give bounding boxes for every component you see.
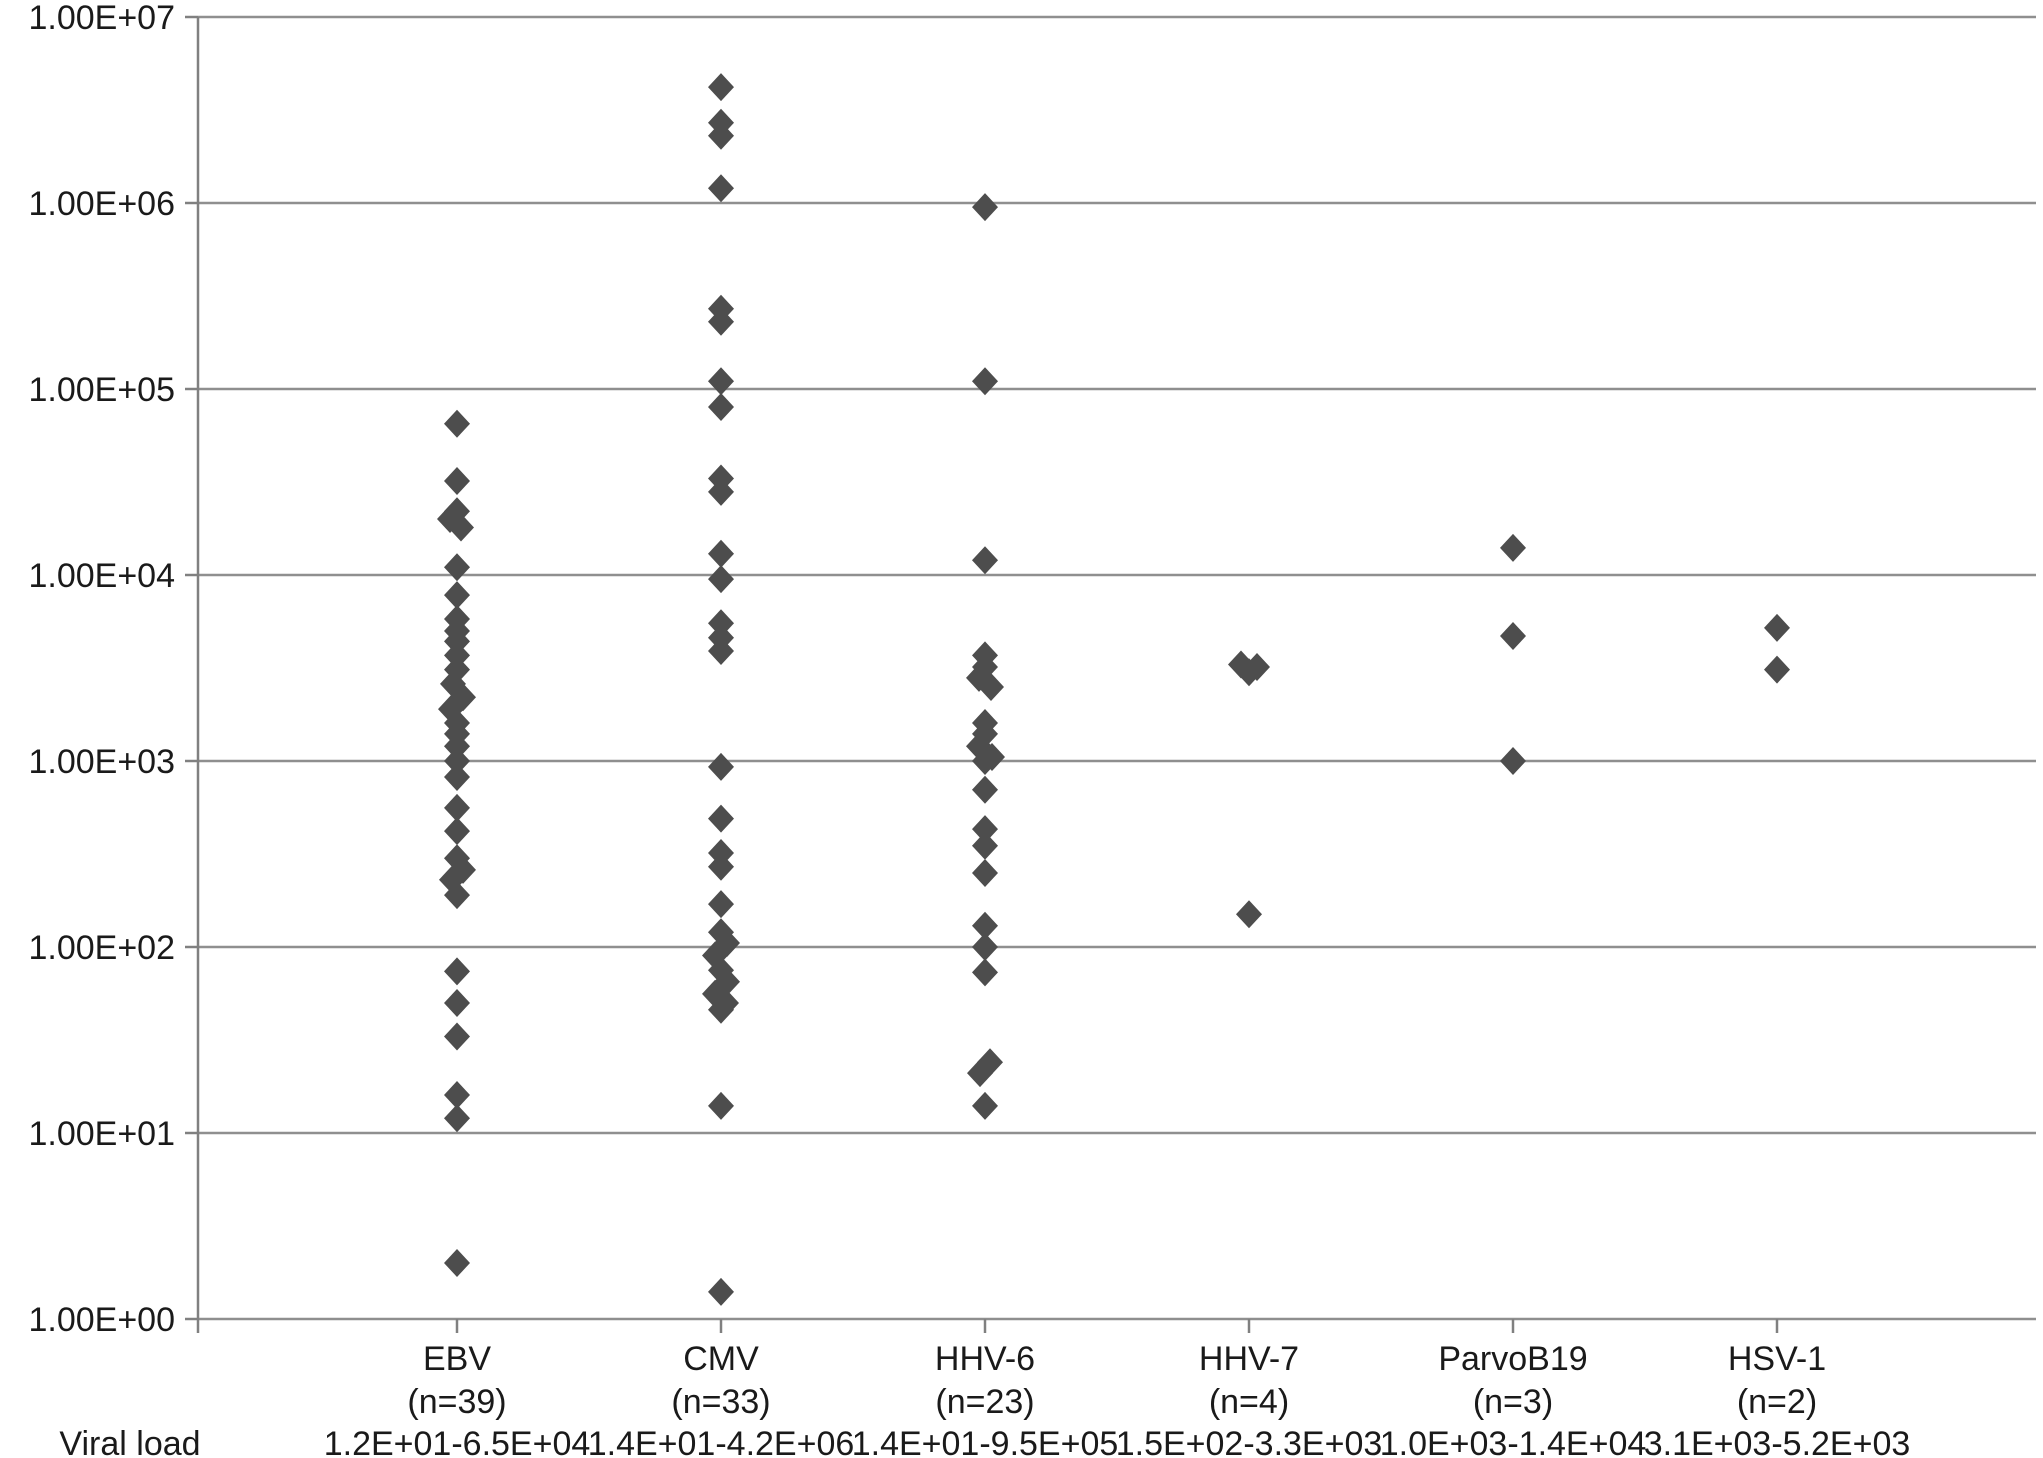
y-axis-tick-label: 1.00E+01 [28, 1115, 175, 1153]
data-point-diamond [1500, 533, 1526, 562]
data-point-diamond [444, 732, 470, 761]
data-point-diamond [444, 763, 470, 792]
data-point-diamond [972, 958, 998, 987]
data-point-diamond [708, 752, 734, 781]
y-axis-tick-label: 1.00E+04 [28, 557, 175, 595]
data-point-diamond [972, 933, 998, 961]
data-point-diamond [444, 553, 470, 582]
data-point-diamond [444, 467, 470, 496]
data-point-diamond [1764, 613, 1790, 642]
data-point-diamond [1500, 621, 1526, 650]
data-point-diamond [708, 393, 734, 422]
data-point-diamond [972, 193, 998, 222]
category-n-label: (n=3) [1473, 1383, 1553, 1421]
y-axis-tick-label: 1.00E+00 [28, 1301, 175, 1339]
data-point-diamond [708, 307, 734, 336]
category-name-label: ParvoB19 [1438, 1340, 1587, 1378]
category-name-label: EBV [423, 1340, 491, 1378]
data-point-diamond [708, 1091, 734, 1120]
category-name-label: HHV-7 [1199, 1340, 1299, 1378]
y-axis-tick-label: 1.00E+02 [28, 929, 175, 967]
data-point-diamond [708, 539, 734, 568]
data-point-diamond [444, 747, 470, 775]
data-point-diamond [708, 804, 734, 833]
data-point-diamond [972, 747, 998, 775]
data-point-diamond [708, 73, 734, 102]
data-point-diamond [444, 793, 470, 822]
data-point-diamond [708, 1277, 734, 1306]
category-range-label: 1.5E+02-3.3E+03 [1116, 1425, 1383, 1458]
data-point-diamond [708, 637, 734, 666]
data-point-diamond [444, 409, 470, 438]
row-label-viral-load: Viral load [59, 1425, 200, 1458]
data-point-diamond [444, 957, 470, 986]
category-range-label: 1.4E+01-9.5E+05 [852, 1425, 1119, 1458]
data-point-diamond [708, 477, 734, 506]
data-point-diamond [972, 1091, 998, 1120]
category-range-label: 3.1E+03-5.2E+03 [1644, 1425, 1911, 1458]
data-point-diamond [972, 831, 998, 860]
data-point-diamond [444, 1081, 470, 1110]
data-point-diamond [972, 911, 998, 940]
data-point-diamond [708, 995, 734, 1024]
data-point-diamond [1500, 747, 1526, 775]
data-point-diamond [708, 852, 734, 881]
data-point-diamond [444, 817, 470, 846]
data-point-diamond [708, 890, 734, 919]
data-point-diamond [972, 775, 998, 804]
data-point-diamond [978, 672, 1004, 701]
data-point-diamond [1236, 658, 1262, 687]
data-point-diamond [444, 1104, 470, 1133]
data-point-diamond [972, 815, 998, 844]
data-point-diamond [444, 1249, 470, 1278]
data-point-diamond [967, 1059, 993, 1088]
data-point-diamond [708, 565, 734, 594]
data-point-diamond [708, 367, 734, 396]
data-point-diamond [444, 641, 470, 670]
category-n-label: (n=2) [1737, 1383, 1817, 1421]
y-axis-tick-label: 1.00E+07 [28, 0, 175, 37]
y-axis-tick-label: 1.00E+05 [28, 371, 175, 409]
data-point-diamond [444, 581, 470, 610]
data-point-diamond [972, 367, 998, 396]
data-point-diamond [972, 546, 998, 575]
category-range-label: 1.0E+03-1.4E+04 [1380, 1425, 1647, 1458]
category-range-label: 1.2E+01-6.5E+04 [324, 1425, 591, 1458]
category-range-label: 1.4E+01-4.2E+06 [588, 1425, 855, 1458]
category-name-label: HHV-6 [935, 1340, 1035, 1378]
data-point-diamond [972, 858, 998, 887]
y-axis-tick-label: 1.00E+06 [28, 185, 175, 223]
category-n-label: (n=23) [935, 1383, 1034, 1421]
data-point-diamond [1236, 900, 1262, 929]
data-point-diamond [708, 174, 734, 203]
data-point-diamond [444, 988, 470, 1017]
y-axis-tick-label: 1.00E+03 [28, 743, 175, 781]
category-n-label: (n=4) [1209, 1383, 1289, 1421]
category-name-label: CMV [683, 1340, 759, 1378]
data-point-diamond [708, 121, 734, 150]
category-n-label: (n=39) [407, 1383, 506, 1421]
data-point-diamond [708, 609, 734, 638]
data-point-diamond [448, 513, 474, 542]
data-point-diamond [444, 1022, 470, 1051]
category-name-label: HSV-1 [1728, 1340, 1826, 1378]
data-point-diamond [444, 881, 470, 910]
data-point-diamond [1764, 655, 1790, 684]
category-n-label: (n=33) [671, 1383, 770, 1421]
